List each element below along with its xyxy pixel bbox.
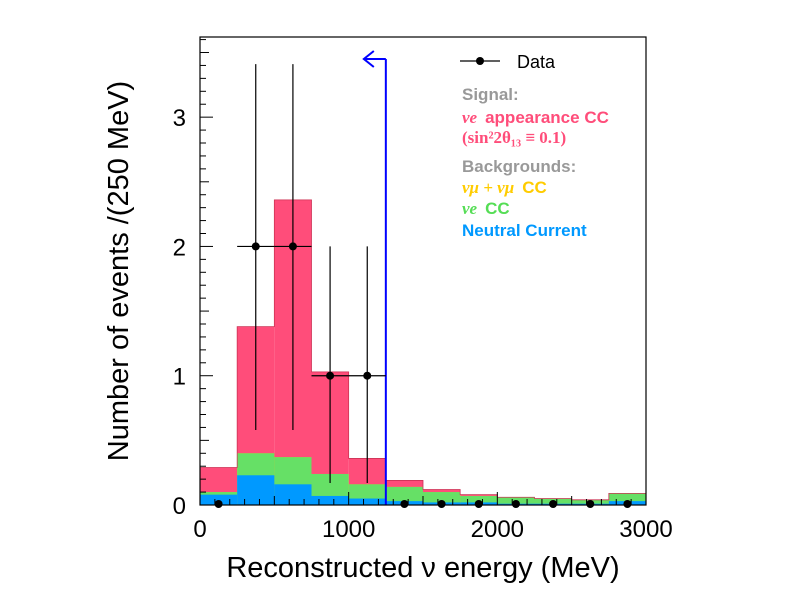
data-point-4: [363, 371, 372, 380]
legend: Data Signal: νe appearance CC (sin²2θ₁₃ …: [460, 52, 609, 240]
y-tick-label-1: 1: [173, 364, 186, 391]
legend-data-label: Data: [517, 52, 556, 72]
bar-neutral-current-3: [311, 495, 349, 505]
data-point-1: [251, 242, 260, 251]
data-points: [214, 64, 632, 508]
legend-nc-label: Neutral Current: [462, 221, 587, 240]
x-tick-label-3000: 3000: [619, 516, 672, 543]
cut-arrow-head: [362, 50, 375, 68]
data-point-10: [586, 500, 595, 508]
legend-nue-entry: νe CC: [462, 199, 510, 218]
bar-neutral-current-0: [200, 494, 238, 505]
data-point-3: [326, 371, 335, 380]
bar--e-cc-11: [608, 493, 646, 505]
data-point-0: [214, 500, 223, 508]
data-point-5: [400, 500, 409, 508]
bar-neutral-current-1: [237, 475, 275, 505]
legend-numu-label: CC: [522, 178, 547, 197]
y-tick-label-0: 0: [173, 493, 186, 520]
data-point-8: [511, 500, 520, 508]
tick-labels: 0 1000 2000 3000 0 1 2 3: [173, 105, 673, 543]
y-axis-title: Number of events /(250 MeV): [103, 81, 135, 461]
legend-nue-prefix: νe: [462, 199, 478, 218]
axis-ticks: [199, 39, 647, 506]
legend-data-marker: [476, 57, 484, 65]
x-axis-title: Reconstructed ν energy (MeV): [226, 552, 619, 584]
legend-numu-entry: νμ + νμ CC: [462, 178, 547, 197]
x-tick-label-1000: 1000: [322, 516, 375, 543]
bar-neutral-current-4: [348, 498, 386, 505]
data-point-9: [549, 500, 558, 508]
y-tick-label-2: 2: [173, 234, 186, 261]
energy-cut-line: [362, 50, 387, 505]
legend-signal-entry: νe appearance CC: [462, 108, 609, 127]
x-tick-label-2000: 2000: [471, 516, 524, 543]
stacked-bars: [199, 199, 647, 506]
legend-numu-prefix: νμ + νμ: [462, 178, 514, 197]
legend-signal-prefix: νe: [462, 108, 478, 127]
data-point-6: [437, 500, 446, 508]
data-point-2: [288, 242, 297, 251]
x-tick-label-0: 0: [193, 516, 206, 543]
data-point-7: [474, 500, 483, 508]
legend-signal-formula: (sin²2θ₁₃ ≡ 0.1): [462, 128, 566, 147]
bar-neutral-current-2: [274, 484, 312, 505]
legend-signal-label: appearance CC: [485, 108, 609, 127]
bar--e-cc-6: [423, 492, 461, 505]
legend-bkg-header: Backgrounds:: [462, 157, 576, 176]
y-tick-label-3: 3: [173, 105, 186, 132]
bar--e-cc-5: [385, 486, 423, 505]
data-point-11: [623, 500, 632, 508]
legend-signal-header: Signal:: [462, 85, 519, 104]
legend-nue-label: CC: [485, 199, 510, 218]
